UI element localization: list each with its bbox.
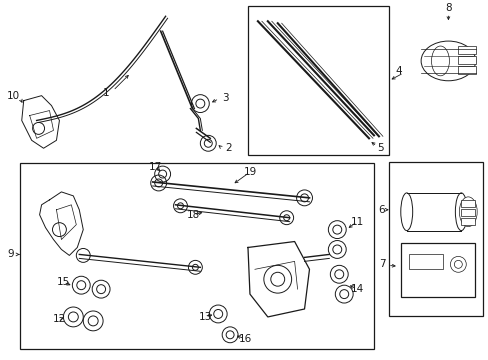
Bar — [20, 163, 373, 349]
Text: 3: 3 — [222, 93, 228, 103]
Text: 17: 17 — [149, 162, 162, 172]
Text: 8: 8 — [444, 3, 451, 13]
Text: 19: 19 — [243, 167, 256, 177]
Text: 12: 12 — [53, 314, 66, 324]
Ellipse shape — [458, 197, 476, 227]
Text: 6: 6 — [378, 205, 385, 215]
Bar — [457, 56, 475, 64]
Text: 1: 1 — [102, 88, 109, 98]
Bar — [457, 46, 475, 54]
Bar — [457, 66, 475, 74]
Ellipse shape — [400, 193, 412, 231]
Ellipse shape — [454, 193, 467, 231]
Bar — [388, 162, 482, 316]
Text: 11: 11 — [350, 217, 363, 227]
Ellipse shape — [420, 41, 475, 81]
Text: 2: 2 — [224, 143, 231, 153]
Text: 9: 9 — [7, 249, 14, 260]
Text: 16: 16 — [238, 334, 251, 344]
Text: 14: 14 — [350, 284, 363, 294]
Bar — [460, 200, 474, 207]
Text: 15: 15 — [57, 277, 70, 287]
Text: 18: 18 — [186, 210, 200, 220]
Bar — [460, 218, 474, 225]
Text: 10: 10 — [7, 91, 20, 101]
Text: 5: 5 — [377, 143, 384, 153]
Bar — [247, 6, 388, 155]
Ellipse shape — [431, 46, 448, 76]
Bar — [400, 243, 474, 297]
Text: 7: 7 — [378, 259, 385, 269]
Bar — [408, 255, 443, 269]
Bar — [460, 209, 474, 216]
Bar — [406, 193, 460, 231]
Text: 13: 13 — [198, 312, 211, 322]
Text: 4: 4 — [395, 66, 401, 76]
